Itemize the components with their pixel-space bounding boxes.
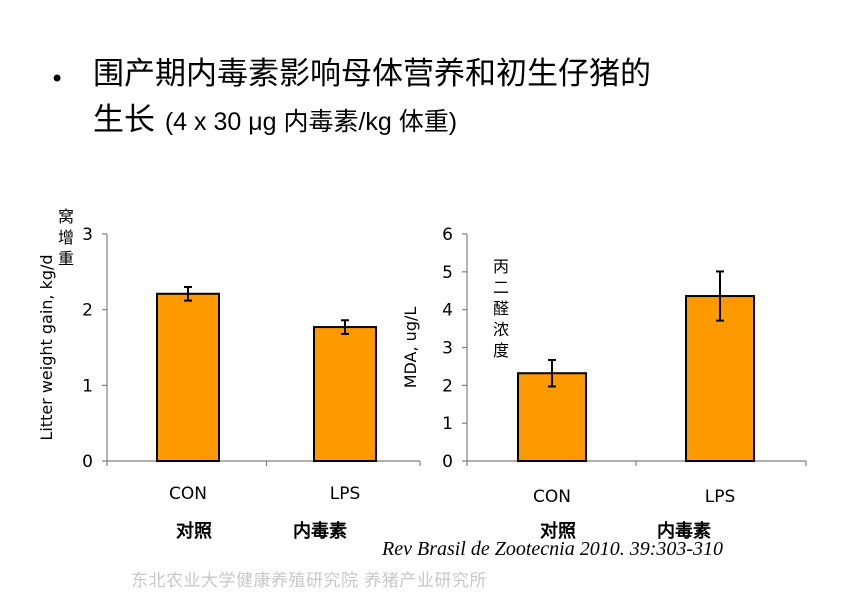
chart2-y-tick-label: 0 [442,452,453,472]
chart1-bar-con [156,292,220,462]
chart1-y-tick-label: 0 [82,452,93,472]
chart1-category-cn-lps: 内毒素 [293,521,347,542]
slide-title-dose: (4 x 30 μg 内毒素/kg 体重) [164,108,458,136]
chart1-y-tick-label: 1 [82,376,93,396]
chart2-y-axis-label-cn: 丙二醛浓度 [493,257,509,360]
chart2-category-cn-lps: 内毒素 [657,521,711,542]
chart1-category-cn-con: 对照 [176,521,212,542]
chart2-bar-con [517,372,587,462]
chart2-y-axis-label: MDA, ug/L [401,307,420,389]
chart2-y-tick-label: 3 [442,339,453,359]
chart2-y-tick-label: 6 [442,225,453,245]
chart2-y-tick-label: 2 [442,376,453,396]
citation: Rev Brasil de Zootecnia 2010. 39:303-310 [382,538,724,560]
slide-title-growth: 生长 [93,102,155,138]
chart2-category-label: LPS [705,487,736,507]
chart1-y-tick-label: 2 [82,301,93,321]
chart1-category-label: CON [169,484,207,504]
title-bullet: • [50,65,65,93]
slide-title-line-1: 围产期内毒素影响母体营养和初生仔猪的 [93,56,651,92]
chart1-bar-lps [313,326,377,462]
chart1-y-axis-label-cn: 窝增重 [58,207,74,268]
chart2-y-tick-label: 1 [442,414,453,434]
chart1-category-label: LPS [330,484,361,504]
slide-title-line-2: 生长 (4 x 30 μg 内毒素/kg 体重) [93,100,457,142]
chart2-category-label: CON [533,487,571,507]
watermark: 东北农业大学健康养殖研究院 养猪产业研究所 [131,571,487,591]
chart2-y-tick-label: 5 [442,263,453,283]
chart2-bar-lps [685,295,755,462]
chart1-y-tick-label: 3 [82,225,93,245]
chart1-y-axis-label: Litter weight gain, kg/d [37,254,56,440]
chart2-category-cn-con: 对照 [540,521,576,542]
chart2-y-tick-label: 4 [442,301,453,321]
